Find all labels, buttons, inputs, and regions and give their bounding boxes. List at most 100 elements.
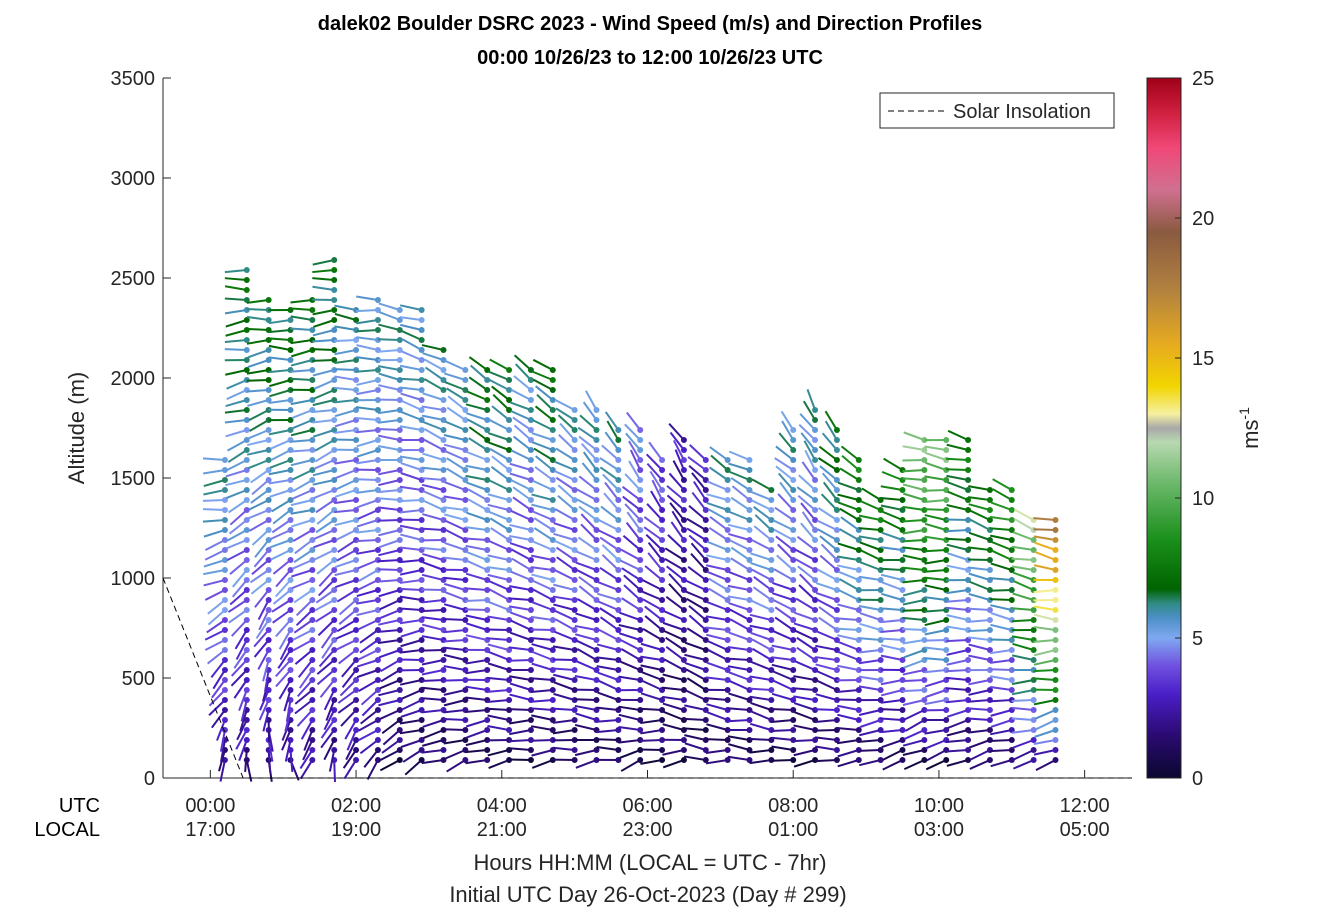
- wind-barb-dot: [462, 487, 469, 493]
- wind-barb-stem: [575, 759, 597, 769]
- wind-barb-dot: [615, 597, 622, 603]
- wind-barb-stem: [1011, 729, 1034, 734]
- wind-barb-stem: [378, 539, 401, 549]
- profile-column: [793, 389, 819, 768]
- wind-barb-stem: [312, 369, 335, 377]
- wind-barb-stem: [576, 598, 598, 611]
- wind-barb-dot: [812, 407, 819, 413]
- wind-barb-stem: [356, 589, 379, 598]
- wind-barb-dot: [943, 657, 950, 663]
- wind-barb-stem: [269, 539, 291, 549]
- wind-barb-stem: [926, 749, 947, 762]
- wind-barb-stem: [487, 643, 510, 651]
- wind-barb-stem: [400, 533, 422, 541]
- wind-barb-stem: [290, 377, 313, 381]
- wind-barb-dot: [418, 357, 425, 363]
- wind-barb-dot: [549, 587, 556, 593]
- wind-barb-stem: [443, 709, 466, 714]
- wind-barb-stem: [342, 749, 357, 769]
- wind-barb-stem: [622, 495, 641, 511]
- wind-barb-stem: [816, 598, 838, 611]
- wind-barb-dot: [680, 757, 687, 763]
- wind-barb-stem: [683, 727, 706, 731]
- wind-barb-stem: [359, 629, 379, 644]
- wind-barb-dot: [659, 587, 666, 593]
- wind-barb-stem: [466, 390, 488, 401]
- wind-barb-dot: [833, 517, 840, 523]
- y-tick-label: 1500: [111, 468, 156, 490]
- wind-barb-stem: [422, 490, 444, 501]
- wind-barb-dot: [615, 587, 622, 593]
- wind-barb-dot: [265, 567, 272, 573]
- wind-barb-stem: [231, 569, 248, 588]
- x-tick-label-utc: 06:00: [622, 795, 672, 817]
- wind-barb-stem: [443, 646, 466, 651]
- wind-barb-dot: [353, 497, 360, 503]
- wind-barb-stem: [671, 510, 685, 531]
- wind-barb-stem: [686, 597, 707, 611]
- wind-barb-stem: [728, 671, 750, 681]
- wind-barb-dot: [768, 497, 775, 503]
- wind-barb-dot: [593, 747, 600, 753]
- wind-barb-dot: [790, 527, 797, 533]
- wind-barb-dot: [353, 337, 360, 343]
- wind-barb-dot: [680, 437, 687, 443]
- wind-barb-stem: [880, 679, 903, 686]
- wind-barb-dot: [1008, 727, 1015, 733]
- wind-barb-dot: [637, 697, 644, 703]
- wind-barb-dot: [899, 487, 906, 493]
- wind-barb-stem: [509, 462, 532, 471]
- wind-barb-stem: [421, 679, 444, 683]
- wind-barb-dot: [965, 467, 972, 473]
- wind-barb-dot: [331, 287, 338, 293]
- wind-barb-dot: [637, 467, 644, 473]
- wind-barb-stem: [465, 608, 488, 611]
- wind-barb-stem: [244, 749, 248, 773]
- wind-barb-stem: [224, 297, 247, 301]
- wind-barb-stem: [290, 499, 313, 507]
- wind-barb-dot: [855, 547, 862, 553]
- wind-barb-stem: [575, 561, 597, 571]
- wind-barb-stem: [312, 269, 335, 274]
- wind-barb-stem: [749, 749, 772, 754]
- wind-barb-dot: [768, 617, 775, 623]
- wind-barb-dot: [877, 757, 884, 763]
- wind-barb-stem: [574, 624, 597, 631]
- wind-barb-stem: [651, 479, 663, 501]
- wind-barb-stem: [925, 739, 947, 750]
- profile-column: [1033, 517, 1059, 772]
- wind-barb-stem: [641, 679, 663, 691]
- wind-barb-dot: [374, 677, 381, 683]
- wind-barb-stem: [640, 642, 663, 651]
- wind-barb-stem: [640, 748, 663, 751]
- wind-barb-stem: [880, 496, 903, 501]
- wind-barb-stem: [683, 755, 706, 761]
- wind-barb-dot: [899, 497, 906, 503]
- wind-barb-dot: [702, 517, 709, 523]
- wind-barb-dot: [877, 597, 884, 603]
- wind-barb-dot: [855, 537, 862, 543]
- wind-barb-dot: [790, 677, 797, 683]
- wind-barb-stem: [312, 285, 335, 291]
- wind-barb-stem: [399, 386, 422, 391]
- wind-barb-stem: [247, 429, 270, 440]
- wind-barb-dot: [309, 517, 316, 523]
- profile-column: [771, 410, 797, 763]
- wind-barb-stem: [295, 609, 314, 627]
- wind-barb-dot: [1052, 637, 1059, 643]
- wind-barb-stem: [685, 668, 707, 681]
- wind-barb-stem: [343, 759, 357, 780]
- wind-barb-stem: [360, 689, 379, 706]
- wind-barb-stem: [487, 503, 510, 511]
- wind-barb-stem: [233, 679, 248, 699]
- wind-barb-dot: [287, 497, 294, 503]
- wind-barb-stem: [271, 599, 292, 613]
- wind-barb-stem: [468, 376, 488, 391]
- wind-barb-dot: [418, 417, 425, 423]
- wind-barb-stem: [967, 619, 991, 623]
- wind-barb-stem: [320, 719, 336, 739]
- wind-barb-dot: [812, 517, 819, 523]
- wind-barb-dot: [1052, 707, 1059, 713]
- wind-barb-dot: [221, 577, 228, 583]
